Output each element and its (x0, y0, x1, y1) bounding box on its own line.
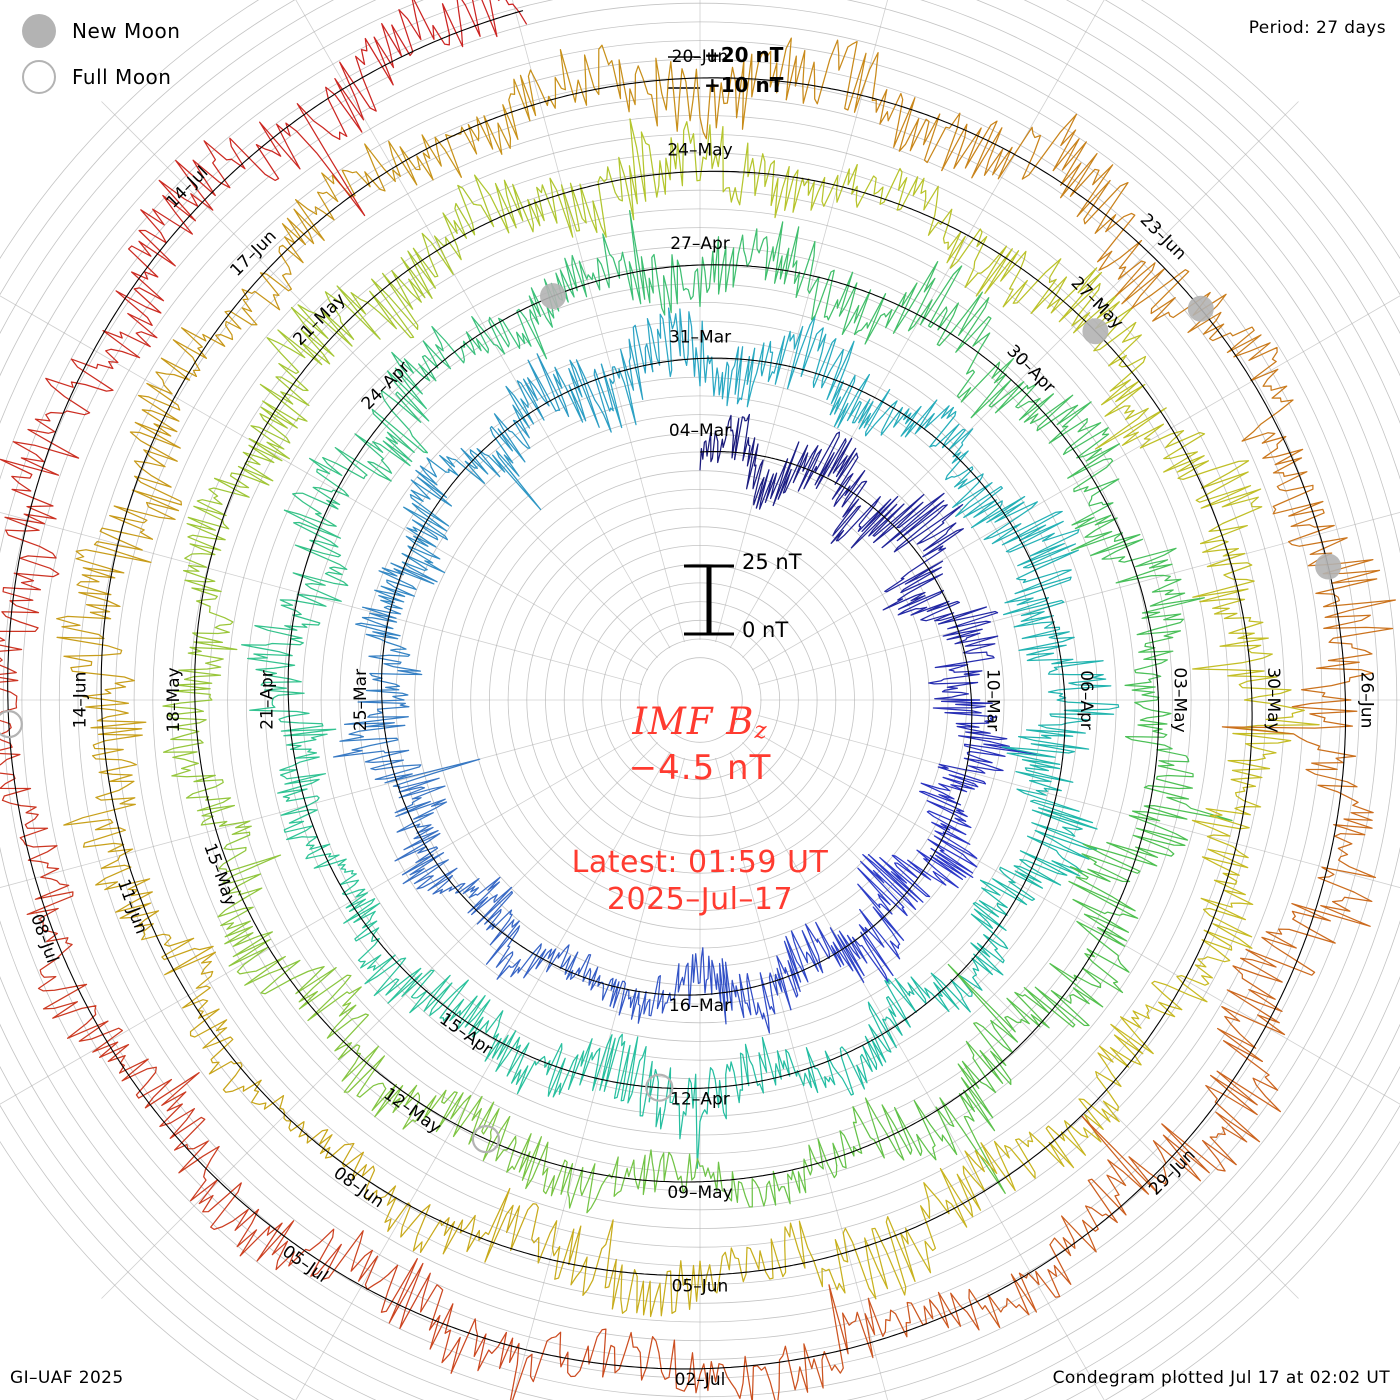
legend-item-full-moon: Full Moon (22, 54, 180, 100)
latest-time: Latest: 01:59 UT (571, 845, 829, 880)
spiral-date-label: 14–Jun (70, 672, 90, 729)
spiral-date-label: 27–Apr (670, 234, 730, 254)
spiral-date-label: 20–Jun (672, 47, 729, 67)
spiral-date-label: 06–Apr (1076, 670, 1096, 730)
legend-label-new-moon: New Moon (72, 19, 181, 43)
spiral-date-label: 16–Mar (669, 996, 731, 1016)
new-moon-icon (22, 14, 56, 48)
imf-quantity-subscript: z (754, 718, 768, 744)
spiral-date-label: 25–Mar (351, 669, 371, 731)
footer-plot-time: Condegram plotted Jul 17 at 02:02 UT (1052, 1368, 1390, 1388)
moon-phase-legend: New Moon Full Moon (22, 8, 180, 100)
imf-value: −4.5 nT (628, 748, 772, 788)
latest-reading: Latest: 01:59 UT 2025–Jul–17 (450, 844, 950, 918)
latest-date: 2025–Jul–17 (606, 882, 794, 918)
center-annotation: IMF Bz −4.5 nT Latest: 01:59 UT 2025–Jul… (450, 700, 950, 918)
spiral-date-label: 05–Jul (278, 1242, 331, 1287)
new-moon-marker (1187, 295, 1214, 322)
spiral-date-label: 03–May (1169, 667, 1189, 732)
spiral-date-label: 31–Mar (669, 328, 731, 348)
spiral-date-label: 21–Apr (257, 670, 277, 730)
footer-credit: GI–UAF 2025 (10, 1368, 124, 1388)
scale-bar-bottom-label: 0 nT (742, 618, 789, 642)
full-moon-icon (22, 60, 56, 94)
radial-tick-label-10nt: +10 nT (704, 73, 784, 97)
imf-quantity-label: IMF Bz (450, 700, 950, 744)
radial-tick-label-20nt: +20 nT (704, 43, 784, 67)
legend-item-new-moon: New Moon (22, 8, 180, 54)
spiral-date-label: 24–May (667, 141, 732, 161)
new-moon-marker (1082, 318, 1109, 345)
spiral-date-label: 04–Mar (669, 421, 731, 441)
full-moon-marker (0, 710, 23, 739)
spiral-date-label: 26–Jun (1356, 672, 1376, 729)
moon-marker-layer (0, 283, 1342, 1154)
new-moon-marker (1315, 553, 1342, 580)
spiral-date-label: 30–May (1263, 667, 1283, 732)
spiral-date-label: 12–Apr (670, 1089, 730, 1109)
spiral-date-label: 08–Jul (26, 911, 62, 965)
full-moon-marker (471, 1124, 500, 1154)
spiral-date-label: 09–May (667, 1183, 732, 1203)
spiral-date-label: 05–Jun (672, 1276, 729, 1296)
scale-bar-top-label: 25 nT (742, 550, 802, 574)
new-moon-marker (540, 283, 566, 310)
spiral-date-label: 10–Mar (982, 669, 1002, 731)
spiral-date-label: 02–Jul (675, 1370, 726, 1390)
baseline-layer (7, 10, 1347, 1370)
legend-label-full-moon: Full Moon (72, 65, 172, 89)
period-label: Period: 27 days (1248, 18, 1386, 38)
full-moon-marker (645, 1073, 674, 1102)
imf-quantity-text: IMF B (632, 700, 755, 743)
scale-bar-glyph (684, 564, 734, 636)
spiral-date-label: 18–May (164, 667, 184, 732)
scale-bar: 25 nT 0 nT (676, 550, 802, 646)
